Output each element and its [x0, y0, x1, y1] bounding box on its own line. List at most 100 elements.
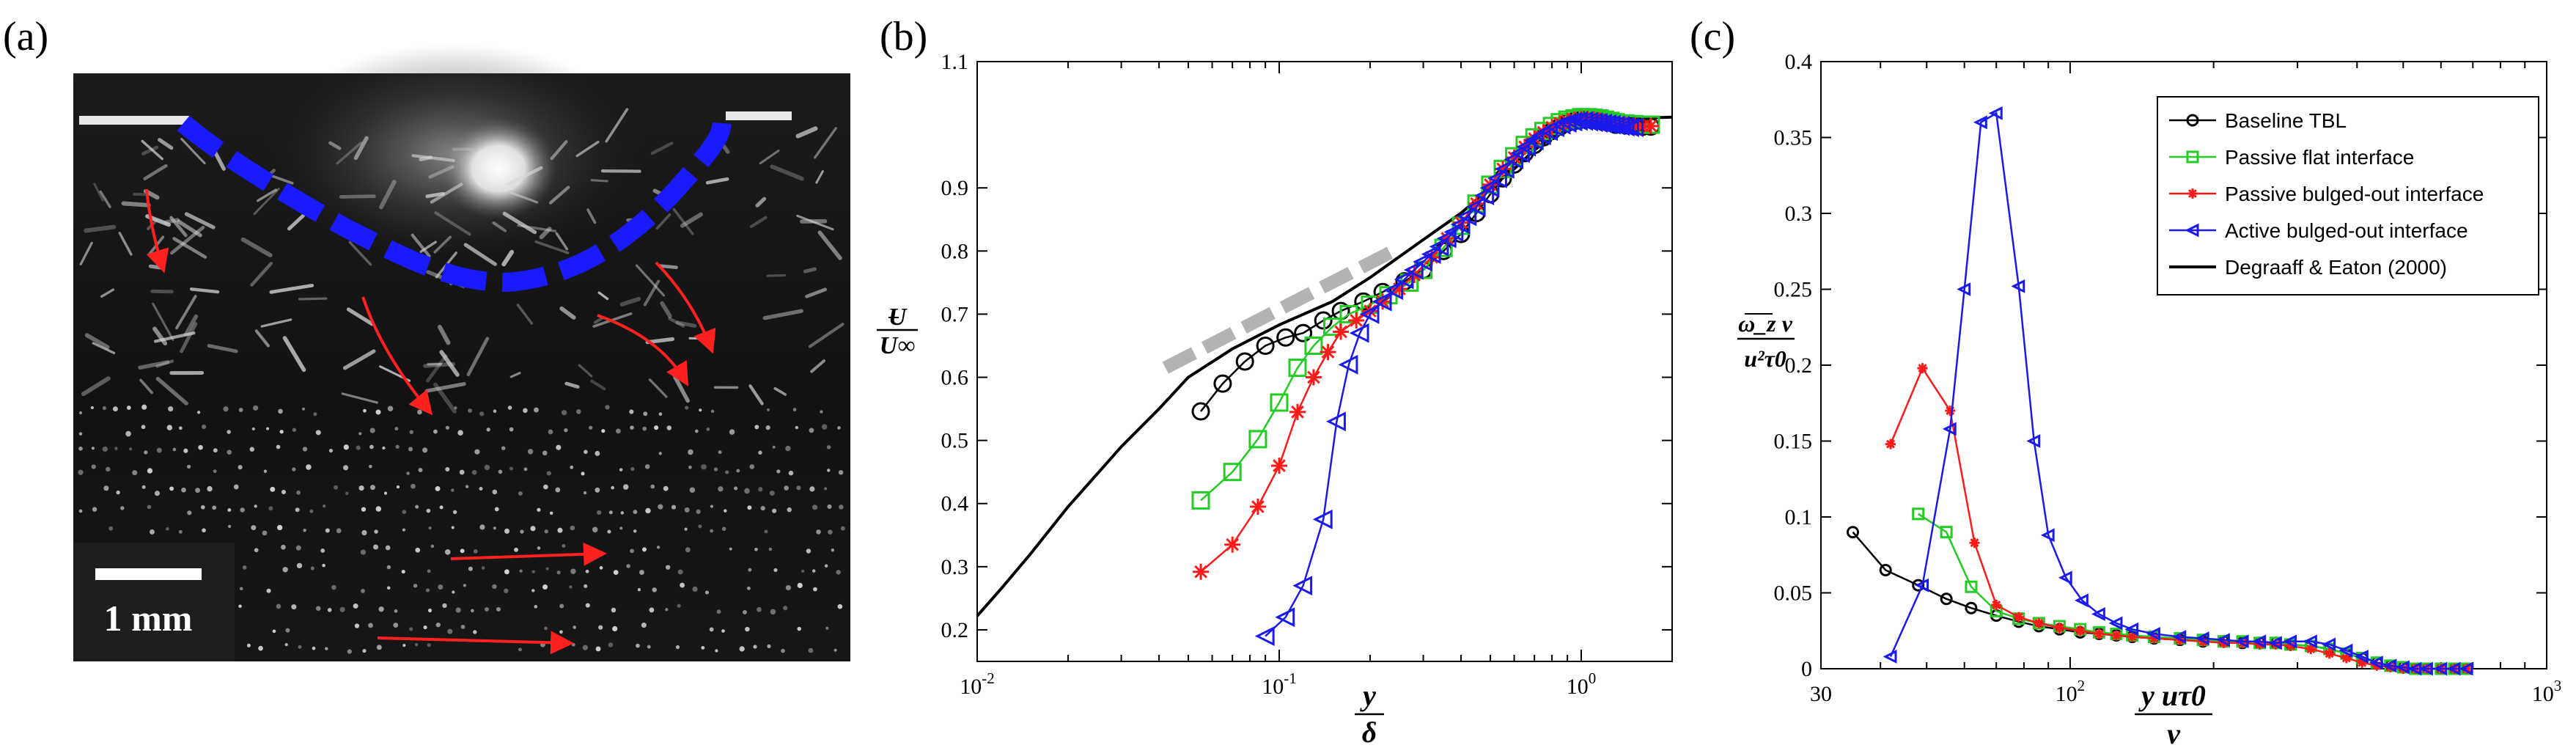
data-point-marker [2433, 661, 2448, 676]
panel-c-label: (c) [1690, 14, 1735, 59]
particle-dot [433, 429, 438, 434]
particle-dot [824, 487, 828, 491]
data-point-marker [1348, 312, 1365, 329]
particle-dot [619, 468, 623, 471]
particle-streak [250, 262, 273, 287]
particle-dot [658, 452, 662, 455]
particle-streak [672, 208, 694, 235]
particle-dot [279, 430, 284, 434]
particle-dot [544, 626, 548, 631]
particle-dot [531, 589, 535, 592]
particle-dot [147, 468, 153, 474]
data-point-marker [1509, 143, 1530, 164]
y-tick-label: 0.4 [941, 492, 969, 516]
plot-frame [976, 61, 1673, 662]
particle-dot [227, 449, 232, 455]
particle-streak [650, 142, 674, 155]
particle-streak [172, 237, 207, 259]
particle-dot [415, 547, 421, 553]
particle-dot [147, 504, 152, 510]
particle-dot [501, 446, 506, 450]
particle-streak [668, 317, 685, 328]
particle-dot [784, 485, 789, 491]
particle-dot [102, 405, 106, 411]
particle-streak [426, 354, 448, 383]
particle-streak [141, 145, 159, 156]
particle-streak [643, 279, 660, 307]
particle-streak [341, 392, 378, 404]
chart-b: 10-2 10-1 100 0.2 0.3 0.4 0.5 0.6 0.7 0.8 0.9 1.1 [941, 50, 1673, 699]
particle-dot [414, 643, 419, 647]
data-point-marker [1391, 280, 1407, 297]
particle-dot [518, 647, 522, 652]
particle-dot [504, 528, 510, 534]
particle-dot [263, 469, 268, 473]
b-xlabel-den: δ [1362, 716, 1377, 749]
data-point-marker [2075, 593, 2089, 608]
particle-dot [266, 588, 271, 593]
particle-dot [765, 425, 770, 430]
particle-dot [460, 625, 465, 629]
flow-arrow [655, 261, 716, 354]
data-point-marker [2216, 633, 2230, 647]
particle-dot [595, 646, 601, 652]
particle-dot [227, 508, 232, 513]
particle-streak [269, 283, 314, 294]
particle-streak [152, 302, 174, 341]
particle-dot [258, 645, 263, 651]
panel-b: (b) 10-2 10-1 1000.20.30.40.50.60.70.80.91… [877, 14, 1673, 749]
particle-dot [675, 645, 680, 650]
data-point-marker [1965, 601, 1978, 614]
data-point-marker [1544, 119, 1561, 136]
particle-streak [590, 179, 608, 183]
particle-dot [313, 412, 317, 416]
particle-dot [833, 648, 837, 652]
series-passive-bulged-out-interface [1193, 111, 1659, 580]
particle-dot [698, 524, 702, 529]
particle-dot [347, 649, 352, 654]
particle-dot [809, 486, 815, 492]
particle-dot [452, 590, 455, 594]
particle-dot [108, 526, 114, 531]
particle-dot [622, 484, 629, 490]
particle-dot [129, 447, 133, 451]
particle-dot [629, 409, 634, 414]
particle-dot [787, 507, 792, 513]
particle-streak [548, 186, 570, 205]
flow-arrow [377, 631, 574, 655]
chart-c: 30 102 103 0 0.05 0.1 0.15 0.2 0.25 0.3 0.35 0.4 Bas… [1774, 50, 2562, 706]
particle-streak [550, 140, 568, 161]
data-point-marker [1223, 463, 1242, 482]
particle-dot [327, 608, 332, 612]
particle-dot [715, 649, 718, 653]
particle-dot [168, 406, 174, 412]
particle-dot [840, 526, 845, 531]
particle-dot [425, 588, 430, 592]
data-point-marker [1270, 393, 1289, 412]
data-point-marker [1991, 600, 2002, 611]
legend-label: Active bulged-out interface [2225, 219, 2468, 242]
particle-dot [201, 504, 205, 510]
particle-dot [409, 627, 413, 631]
data-point-marker [1619, 117, 1639, 137]
series-line [1918, 513, 2468, 670]
particle-dot [445, 466, 450, 472]
y-tick-label: 0.6 [941, 366, 969, 390]
particle-dot [616, 428, 621, 434]
particle-dot [534, 407, 539, 413]
data-point-marker [2305, 644, 2316, 655]
particle-dot [451, 488, 455, 492]
particle-dot [595, 487, 600, 493]
particle-dot [328, 448, 334, 453]
particle-dot [583, 491, 587, 495]
particle-dot [492, 584, 497, 590]
particle-dot [262, 530, 268, 536]
particle-dot [598, 625, 603, 630]
particle-dot [363, 408, 367, 413]
particle-dot [519, 569, 523, 573]
data-point-marker [2054, 623, 2065, 634]
particle-dot [395, 444, 400, 449]
particle-dot [527, 449, 534, 455]
data-point-marker [2395, 660, 2410, 675]
particle-dot [468, 408, 472, 413]
